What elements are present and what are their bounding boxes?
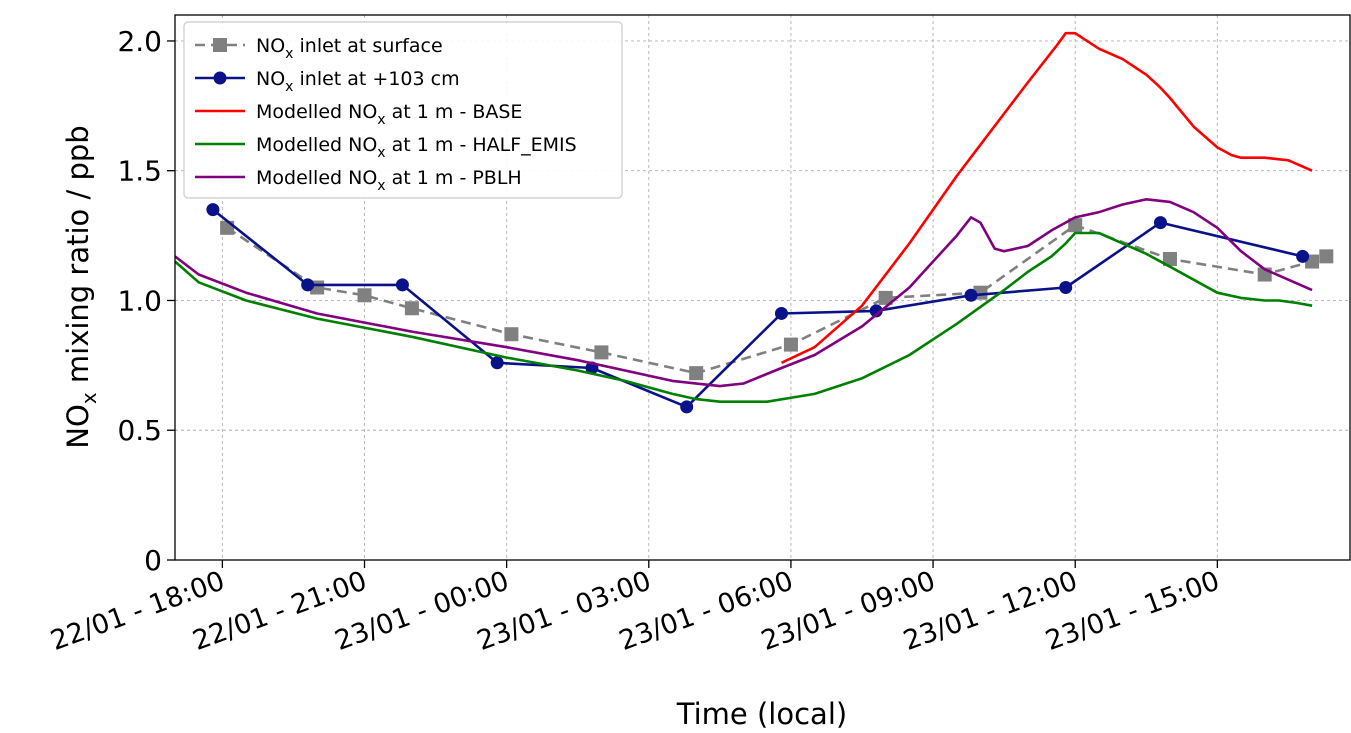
series-point-1 xyxy=(1296,249,1310,263)
series-point-0 xyxy=(504,327,519,342)
series-point-1 xyxy=(774,306,788,320)
series-point-1 xyxy=(301,278,315,292)
series-point-0 xyxy=(1319,249,1334,264)
series-point-0 xyxy=(878,290,893,305)
series-line-3 xyxy=(175,231,1313,404)
series-point-0 xyxy=(689,366,704,381)
series-point-1 xyxy=(1059,281,1073,294)
legend-label-4: Modelled NOx at 1 m - PBLH xyxy=(256,167,522,194)
legend-box xyxy=(183,21,623,199)
series-point-1 xyxy=(680,400,694,414)
series-layer xyxy=(175,31,1334,414)
y-axis-label-sub: x xyxy=(77,392,101,404)
series-point-0 xyxy=(404,301,419,316)
series-point-1 xyxy=(490,356,504,370)
series-point-0 xyxy=(783,337,798,352)
series-line-0 xyxy=(226,223,1327,375)
legend-marker-1 xyxy=(213,71,227,85)
legend-label-3: Modelled NOx at 1 m - HALF_EMIS xyxy=(256,134,577,161)
series-point-0 xyxy=(357,288,372,303)
legend: NOx inlet at surface NOx inlet at +103 cm… xyxy=(183,21,623,199)
y-tick-label: 0 xyxy=(144,544,162,577)
series-point-0 xyxy=(1068,218,1083,233)
legend-label-0: NOx inlet at surface xyxy=(256,35,443,62)
y-tick-label: 2.0 xyxy=(117,25,162,58)
y-tick-label: 1.0 xyxy=(117,284,162,317)
series-point-1 xyxy=(869,304,883,318)
plot-frame xyxy=(174,14,1351,561)
legend-marker-0 xyxy=(213,38,227,52)
series-point-1 xyxy=(395,278,409,292)
legend-label-1: NOx inlet at +103 cm xyxy=(256,68,460,95)
x-axis-label: Time (local) xyxy=(676,697,847,731)
series-point-1 xyxy=(206,203,220,217)
y-tick-label: 0.5 xyxy=(117,414,162,447)
y-axis-label-pre: NO xyxy=(61,404,95,449)
legend-label-2: Modelled NOx at 1 m - BASE xyxy=(256,101,522,128)
series-point-0 xyxy=(1162,251,1177,266)
series-point-0 xyxy=(594,345,609,360)
series-point-1 xyxy=(964,288,978,302)
y-tick-label: 1.5 xyxy=(117,155,162,188)
series-line-4 xyxy=(175,198,1313,388)
y-axis-label-post: mixing ratio / ppb xyxy=(61,125,95,392)
series-line-1 xyxy=(212,208,1303,409)
y-axis-label: NOx mixing ratio / ppb xyxy=(61,125,101,448)
series-line-2 xyxy=(780,31,1313,364)
series-point-1 xyxy=(1153,216,1167,230)
series-point-0 xyxy=(220,220,235,235)
